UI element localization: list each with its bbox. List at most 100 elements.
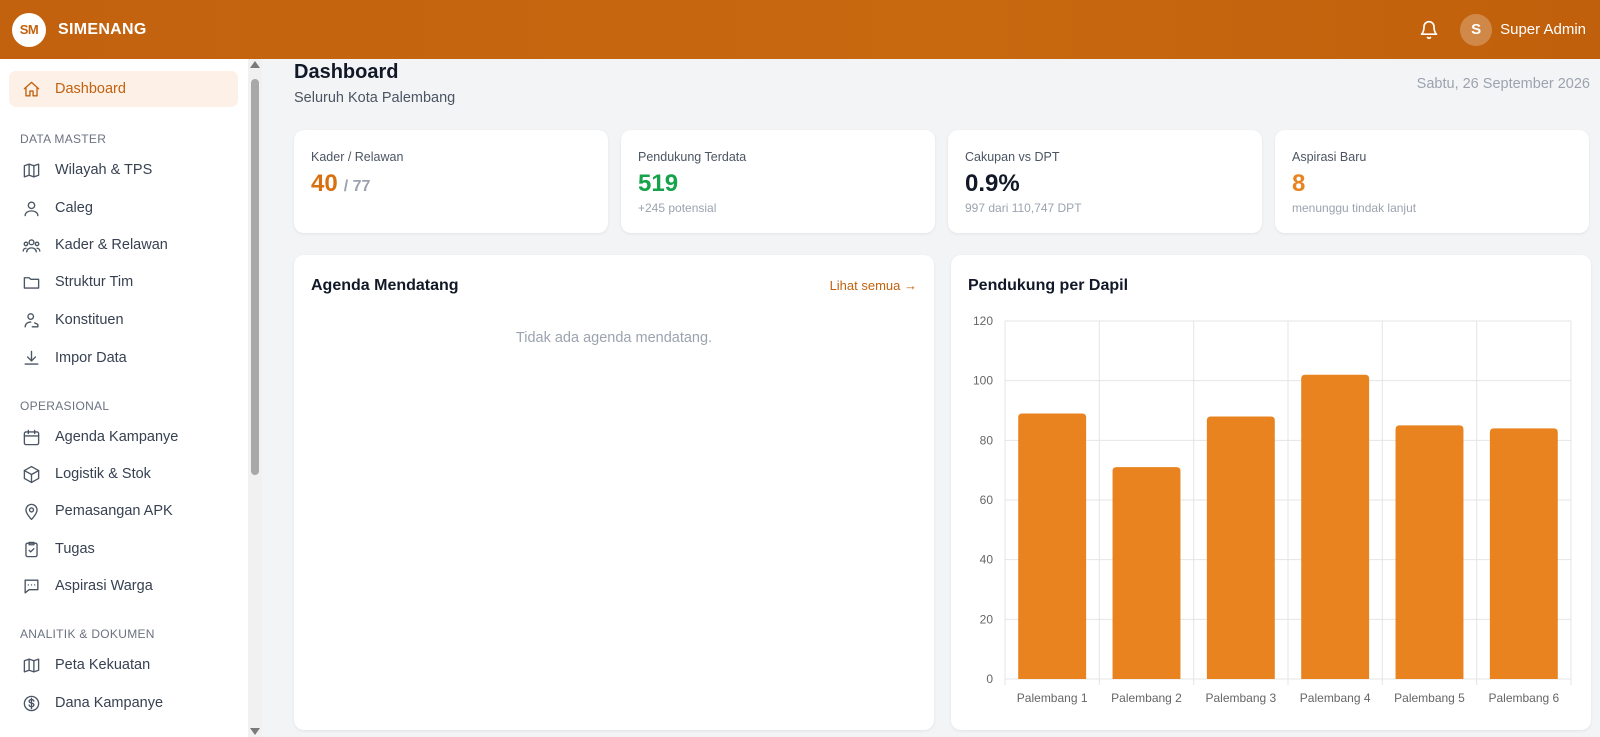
stat-label: Cakupan vs DPT bbox=[965, 150, 1060, 164]
stat-label: Kader / Relawan bbox=[311, 150, 404, 164]
y-tick-label: 40 bbox=[980, 553, 994, 567]
sidebar-item-label: Kader & Relawan bbox=[55, 237, 168, 253]
sidebar-item-label: Impor Data bbox=[55, 350, 127, 366]
home-icon bbox=[21, 79, 41, 99]
sidebar-item-label: Pemasangan APK bbox=[55, 503, 173, 519]
scroll-up-arrow[interactable] bbox=[250, 61, 260, 68]
bell-icon[interactable] bbox=[1418, 19, 1440, 41]
sidebar-item-caleg[interactable]: Caleg bbox=[9, 190, 238, 226]
chart-panel: Pendukung per Dapil 0 20 40 60 80 100 120 Palem… bbox=[951, 255, 1591, 730]
user-icon bbox=[21, 198, 41, 218]
map-icon bbox=[21, 655, 41, 675]
y-tick-label: 100 bbox=[973, 374, 993, 388]
sidebar-item-label: Aspirasi Warga bbox=[55, 578, 153, 594]
x-tick-label: Palembang 2 bbox=[1111, 691, 1182, 705]
page-subtitle: Seluruh Kota Palembang bbox=[294, 90, 456, 106]
chart-bar bbox=[1018, 413, 1087, 679]
folder-icon bbox=[21, 272, 41, 292]
download-icon bbox=[21, 348, 41, 368]
agenda-empty-message: Tidak ada agenda mendatang. bbox=[515, 330, 713, 346]
stat-card-aspirasi: Aspirasi Baru 8 menunggu tindak lanjut bbox=[1275, 130, 1589, 233]
user-name[interactable]: Super Admin bbox=[1500, 21, 1586, 38]
sidebar-item-label: Konstituen bbox=[55, 312, 124, 328]
sidebar-item-impor[interactable]: Impor Data bbox=[9, 340, 238, 376]
page-title: Dashboard bbox=[294, 61, 399, 83]
stat-label: Pendukung Terdata bbox=[638, 150, 747, 164]
stat-value: 8 bbox=[1292, 170, 1306, 197]
dollar-icon bbox=[21, 693, 41, 713]
agenda-title: Agenda Mendatang bbox=[311, 277, 459, 294]
sidebar-item-label: Caleg bbox=[55, 200, 93, 216]
sidebar-item-label: Dashboard bbox=[55, 81, 126, 97]
sidebar-scrollbar[interactable] bbox=[248, 59, 262, 737]
page-date: Sabtu, 26 September 2026 bbox=[1416, 76, 1590, 92]
sidebar-item-label: Peta Kekuatan bbox=[55, 657, 151, 673]
sidebar-item-label: Tugas bbox=[55, 541, 95, 557]
y-tick-label: 0 bbox=[986, 672, 993, 686]
section-analitik: ANALITIK & DOKUMEN bbox=[20, 627, 155, 641]
sidebar-item-label: Logistik & Stok bbox=[55, 466, 151, 482]
sidebar-item-aspirasi[interactable]: Aspirasi Warga bbox=[9, 568, 238, 604]
stat-value: 40 / 77 bbox=[311, 170, 370, 198]
sidebar-item-kader[interactable]: Kader & Relawan bbox=[9, 227, 238, 263]
stat-value-total: / 77 bbox=[343, 178, 371, 195]
sidebar-item-apk[interactable]: Pemasangan APK bbox=[9, 493, 238, 529]
section-data-master: DATA MASTER bbox=[20, 132, 107, 146]
clipboard-check-icon bbox=[21, 539, 41, 559]
brand[interactable]: SM SIMENANG bbox=[12, 12, 147, 47]
chart-bar bbox=[1206, 416, 1275, 679]
stat-label: Aspirasi Baru bbox=[1292, 150, 1367, 164]
users-icon bbox=[21, 235, 41, 255]
stat-card-pendukung: Pendukung Terdata 519 +245 potensial bbox=[621, 130, 935, 233]
scrollbar-thumb[interactable] bbox=[251, 79, 259, 475]
y-tick-label: 80 bbox=[980, 433, 994, 447]
chart-title: Pendukung per Dapil bbox=[968, 277, 1129, 294]
sidebar-item-dana[interactable]: Dana Kampanye bbox=[9, 685, 238, 721]
sidebar-item-konstituen[interactable]: Konstituen bbox=[9, 302, 238, 338]
x-tick-label: Palembang 6 bbox=[1488, 691, 1559, 705]
stat-card-kader: Kader / Relawan 40 / 77 bbox=[294, 130, 608, 233]
stat-note: 997 dari 110,747 DPT bbox=[965, 201, 1082, 215]
y-tick-label: 20 bbox=[980, 612, 994, 626]
chart-bar bbox=[1112, 467, 1181, 679]
x-tick-label: Palembang 1 bbox=[1017, 691, 1088, 705]
sidebar-item-tugas[interactable]: Tugas bbox=[9, 531, 238, 567]
x-tick-label: Palembang 5 bbox=[1394, 691, 1465, 705]
app-name: SIMENANG bbox=[58, 20, 147, 38]
stat-value: 519 bbox=[638, 170, 679, 197]
sidebar-item-logistik[interactable]: Logistik & Stok bbox=[9, 456, 238, 492]
calendar-icon bbox=[21, 427, 41, 447]
x-tick-label: Palembang 4 bbox=[1300, 691, 1371, 705]
chat-icon bbox=[21, 576, 41, 596]
sidebar-item-agenda[interactable]: Agenda Kampanye bbox=[9, 419, 238, 455]
section-operasional: OPERASIONAL bbox=[20, 399, 110, 413]
y-tick-label: 60 bbox=[980, 493, 994, 507]
map-pin-icon bbox=[21, 501, 41, 521]
sidebar-item-peta[interactable]: Peta Kekuatan bbox=[9, 647, 238, 683]
scroll-down-arrow[interactable] bbox=[250, 728, 260, 735]
stat-value: 0.9% bbox=[965, 170, 1020, 197]
map-icon bbox=[21, 160, 41, 180]
user-hand-icon bbox=[21, 310, 41, 330]
x-tick-label: Palembang 3 bbox=[1205, 691, 1276, 705]
user-avatar[interactable]: S bbox=[1460, 13, 1493, 46]
stat-card-cakupan: Cakupan vs DPT 0.9% 997 dari 110,747 DPT bbox=[948, 130, 1262, 233]
sidebar-item-wilayah[interactable]: Wilayah & TPS bbox=[9, 152, 238, 188]
stat-note: +245 potensial bbox=[638, 201, 717, 215]
brand-logo: SM bbox=[12, 12, 46, 47]
chart-bar bbox=[1301, 374, 1370, 679]
bar-chart: 0 20 40 60 80 100 120 Palembang 1 Palembang 2 Pal… bbox=[973, 314, 1572, 705]
box-icon bbox=[21, 464, 41, 484]
y-tick-label: 120 bbox=[973, 314, 993, 328]
sidebar: Dashboard DATA MASTER Wilayah & TPS Cale… bbox=[0, 59, 248, 737]
sidebar-item-label: Dana Kampanye bbox=[55, 695, 164, 711]
stat-note: menunggu tindak lanjut bbox=[1292, 201, 1417, 215]
sidebar-item-label: Agenda Kampanye bbox=[55, 429, 179, 445]
agenda-panel: Agenda Mendatang Lihat semua → Tidak ada… bbox=[294, 255, 934, 730]
sidebar-item-dashboard[interactable]: Dashboard bbox=[9, 71, 238, 107]
sidebar-item-label: Struktur Tim bbox=[55, 274, 134, 290]
sidebar-item-label: Wilayah & TPS bbox=[55, 162, 153, 178]
see-all-link[interactable]: Lihat semua → bbox=[829, 278, 917, 293]
top-bar: SM SIMENANG S Super Admin bbox=[0, 0, 1600, 59]
sidebar-item-struktur[interactable]: Struktur Tim bbox=[9, 264, 238, 300]
